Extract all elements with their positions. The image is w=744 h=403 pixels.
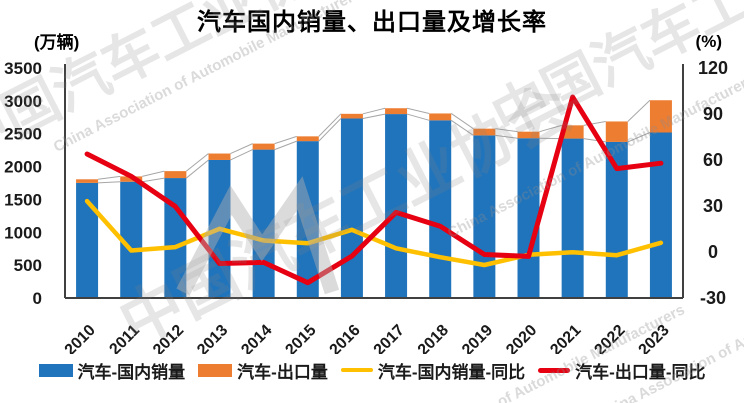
left-axis-tick-2500: 2500 <box>4 125 42 144</box>
series-connector-domestic <box>362 113 386 119</box>
bar-export-2015 <box>296 136 319 142</box>
series-connector-total <box>98 175 121 180</box>
bar-domestic-2021 <box>561 138 584 298</box>
legend-label: 汽车-国内销量 <box>77 362 186 382</box>
bar-export-2014 <box>252 143 275 150</box>
legend-swatch-domestic-sales <box>38 363 73 377</box>
bar-export-2019 <box>473 128 496 136</box>
x-axis-label-2019: 2019 <box>459 322 496 354</box>
series-connector-domestic <box>230 149 253 161</box>
legend-swatch-exports <box>198 363 233 377</box>
chart-legend: 汽车-国内销量 汽车-出口量 汽车-国内销量-同比 汽车-出口量-同比 <box>0 354 744 386</box>
series-connector-total <box>627 99 651 122</box>
series-connector-total <box>406 107 430 114</box>
series-connector-total <box>539 124 562 133</box>
right-axis-tick-30: 30 <box>703 196 723 216</box>
bar-export-2020 <box>517 131 540 139</box>
series-connector-domestic <box>627 132 651 143</box>
bar-domestic-2014 <box>252 149 275 298</box>
right-axis-tick--30: -30 <box>700 288 726 308</box>
x-axis-label-2018: 2018 <box>415 322 452 354</box>
series-connector-domestic <box>318 118 342 142</box>
x-axis-label-2020: 2020 <box>503 322 540 354</box>
series-connector-domestic <box>186 159 209 179</box>
left-axis-tick-0: 0 <box>33 289 42 308</box>
series-connector-total <box>230 143 253 154</box>
legend-swatch-domestic-yoy <box>340 368 373 372</box>
series-connector-total <box>450 113 474 130</box>
left-axis-tick-1500: 1500 <box>4 190 42 209</box>
series-connector-domestic <box>142 177 165 183</box>
bar-domestic-2015 <box>296 141 319 298</box>
bar-export-2021 <box>561 125 584 139</box>
bar-domestic-2018 <box>429 120 452 299</box>
series-connector-total <box>318 113 342 137</box>
bar-domestic-2023 <box>649 132 672 298</box>
bar-export-2022 <box>605 121 628 142</box>
x-axis-label-2011: 2011 <box>106 322 143 354</box>
bar-export-2016 <box>340 113 363 119</box>
left-axis-unit-label: (万辆) <box>34 33 80 52</box>
bar-export-2013 <box>208 153 231 160</box>
chart-title: 汽车国内销量、出口量及增长率 <box>197 9 547 36</box>
bar-domestic-2022 <box>605 141 628 298</box>
series-connector-domestic <box>450 119 474 136</box>
bar-export-2017 <box>385 108 408 115</box>
bar-export-2010 <box>76 179 99 183</box>
right-axis-unit-label: (%) <box>695 32 722 51</box>
bar-domestic-2016 <box>340 118 363 299</box>
left-axis-tick-3000: 3000 <box>4 92 42 111</box>
legend-item-domestic-yoy: 汽车-国内销量-同比 <box>340 358 526 383</box>
left-axis-tick-500: 500 <box>14 256 42 275</box>
series-connector-domestic <box>495 134 518 139</box>
legend-label: 汽车-国内销量-同比 <box>377 362 526 382</box>
bar-domestic-2019 <box>473 135 496 298</box>
series-connector-total <box>495 128 518 133</box>
bar-domestic-2011 <box>120 181 143 298</box>
series-connector-total <box>142 170 165 177</box>
x-axis-label-2023: 2023 <box>636 322 673 354</box>
left-axis-tick-2000: 2000 <box>4 158 42 177</box>
bar-export-2012 <box>164 171 187 179</box>
series-connector-domestic <box>98 181 121 184</box>
series-connector-domestic <box>274 140 297 151</box>
bar-domestic-2012 <box>164 178 187 298</box>
bar-domestic-2017 <box>385 114 408 298</box>
series-connector-domestic <box>406 113 430 121</box>
series-connector-total <box>274 135 297 145</box>
series-connector-total <box>362 107 386 115</box>
right-axis-tick-90: 90 <box>703 104 723 124</box>
legend-item-domestic-sales: 汽车-国内销量 <box>38 358 186 383</box>
x-axis-label-2014: 2014 <box>238 322 275 354</box>
x-axis-label-2016: 2016 <box>327 322 364 354</box>
x-axis-label-2022: 2022 <box>591 322 628 354</box>
legend-item-export-yoy: 汽车-出口量-同比 <box>538 358 706 383</box>
right-axis-tick-0: 0 <box>708 242 718 262</box>
legend-label: 汽车-出口量 <box>237 362 328 382</box>
bar-export-2018 <box>429 113 452 121</box>
legend-swatch-export-yoy <box>538 367 571 373</box>
x-axis-label-2013: 2013 <box>194 322 231 354</box>
bar-domestic-2020 <box>517 138 540 298</box>
x-axis-label-2010: 2010 <box>62 322 99 354</box>
plot-area: 3500 3000 2500 2000 1500 1000 500 0 120 90 60 30 0 -3… <box>4 58 728 354</box>
x-axis-label-2017: 2017 <box>371 322 408 354</box>
left-axis-tick-3500: 3500 <box>4 59 42 78</box>
x-axis-label-2015: 2015 <box>282 322 319 354</box>
bar-domestic-2010 <box>76 182 99 298</box>
left-axis-tick-1000: 1000 <box>4 223 42 242</box>
x-axis-label-2012: 2012 <box>150 322 187 354</box>
x-axis-label-2021: 2021 <box>547 322 584 354</box>
right-axis-tick-120: 120 <box>698 58 728 78</box>
line-domestic-yoy <box>84 198 664 268</box>
legend-item-exports: 汽车-出口量 <box>198 358 328 383</box>
bar-export-2023 <box>649 100 672 133</box>
series-connector-total <box>186 153 209 172</box>
legend-label: 汽车-出口量-同比 <box>575 362 706 382</box>
line-export-yoy <box>84 94 664 286</box>
right-axis-tick-60: 60 <box>703 150 723 170</box>
